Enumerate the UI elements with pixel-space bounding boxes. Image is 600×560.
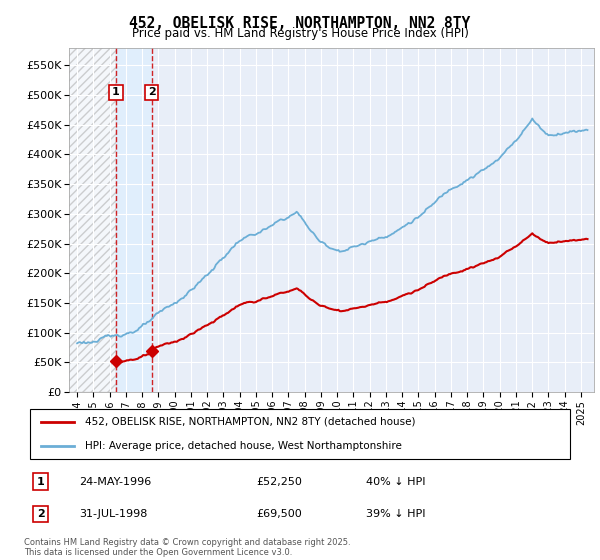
Text: 2: 2 — [148, 87, 155, 97]
Text: 1: 1 — [112, 87, 120, 97]
Text: 31-JUL-1998: 31-JUL-1998 — [79, 509, 148, 519]
Text: 40% ↓ HPI: 40% ↓ HPI — [366, 477, 426, 487]
Text: 24-MAY-1996: 24-MAY-1996 — [79, 477, 151, 487]
Text: 452, OBELISK RISE, NORTHAMPTON, NN2 8TY (detached house): 452, OBELISK RISE, NORTHAMPTON, NN2 8TY … — [85, 417, 415, 427]
Text: 2: 2 — [37, 509, 44, 519]
Text: 1: 1 — [37, 477, 44, 487]
Text: Price paid vs. HM Land Registry's House Price Index (HPI): Price paid vs. HM Land Registry's House … — [131, 27, 469, 40]
Text: 452, OBELISK RISE, NORTHAMPTON, NN2 8TY: 452, OBELISK RISE, NORTHAMPTON, NN2 8TY — [130, 16, 470, 31]
Text: 39% ↓ HPI: 39% ↓ HPI — [366, 509, 426, 519]
Text: HPI: Average price, detached house, West Northamptonshire: HPI: Average price, detached house, West… — [85, 441, 401, 451]
Text: £69,500: £69,500 — [256, 509, 302, 519]
FancyBboxPatch shape — [29, 409, 571, 459]
Text: £52,250: £52,250 — [256, 477, 302, 487]
Text: Contains HM Land Registry data © Crown copyright and database right 2025.
This d: Contains HM Land Registry data © Crown c… — [24, 538, 350, 557]
